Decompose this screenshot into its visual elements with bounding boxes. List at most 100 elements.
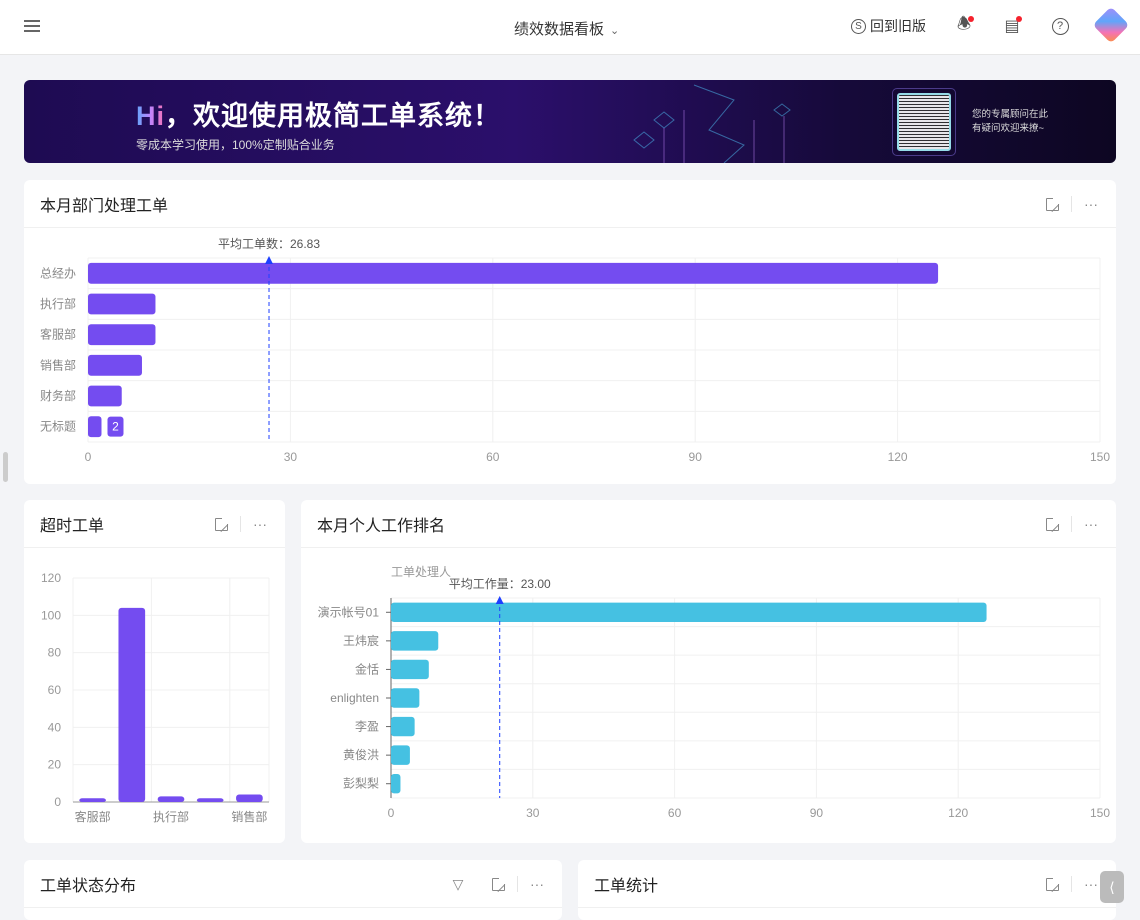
more-icon[interactable]: ··· [1084, 196, 1098, 212]
average-arrow [265, 256, 274, 264]
card-title: 工单统计 [594, 877, 659, 895]
x-tick-label: 0 [388, 806, 395, 820]
card-title: 工单状态分布 [40, 877, 137, 895]
x-tick-label: 60 [668, 806, 682, 820]
y-tick-label: 总经办 [40, 265, 76, 280]
notification-dot [968, 16, 974, 22]
x-tick-label: 150 [1090, 806, 1110, 820]
card-title: 本月部门处理工单 [40, 197, 169, 215]
more-icon[interactable]: ··· [1084, 516, 1098, 532]
bar [157, 796, 185, 802]
advisor-text: 您的专属顾问在此 有疑问欢迎来撩~ [972, 109, 1049, 134]
x-tick-label: 30 [284, 450, 298, 464]
x-tick-label: 90 [689, 450, 703, 464]
y-tick-label: 销售部 [40, 357, 76, 372]
x-tick-label: 30 [526, 806, 540, 820]
data-label: 2 [112, 420, 119, 434]
y-tick-label: 彭梨梨 [343, 777, 379, 791]
y-tick-label: enlighten [330, 691, 379, 705]
y-tick-label: 80 [48, 646, 62, 660]
y-tick-label: 演示帐号01 [318, 604, 380, 619]
y-tick-label: 金恬 [355, 661, 379, 676]
banner-subtitle: 零成本学习使用，100%定制贴合业务 [136, 138, 335, 152]
average-label: 平均工单数：26.83 [218, 236, 320, 251]
inbox-icon[interactable]: ▤ [1002, 16, 1022, 36]
y-tick-label: 李盈 [355, 719, 379, 734]
y-tick-label: 100 [41, 608, 61, 622]
y-tick-label: 0 [54, 795, 61, 809]
bar [88, 385, 122, 407]
collapse-panel-button[interactable]: ⟨ [1100, 871, 1124, 903]
x-tick-label: 60 [486, 450, 500, 464]
expand-icon[interactable] [1043, 875, 1061, 893]
x-tick-label: 120 [888, 450, 908, 464]
old-version-button[interactable]: S 回到旧版 [851, 16, 926, 36]
personal-ranking-card: 本月个人工作排名 ··· 0 30 60 90 120 150 演示帐号01 王炜宸 金恬 enl… [301, 500, 1116, 843]
more-icon[interactable]: ··· [253, 516, 267, 532]
bar [196, 798, 224, 802]
bar [391, 631, 439, 651]
x-tick-label: 执行部 [153, 809, 189, 824]
x-tick-label: 销售部 [231, 809, 267, 824]
expand-icon[interactable] [212, 515, 230, 533]
bar [88, 324, 156, 346]
bar [236, 794, 263, 802]
expand-icon[interactable] [489, 875, 507, 893]
bell-icon[interactable]: 🕭 [954, 16, 974, 36]
old-version-label: 回到旧版 [870, 18, 926, 34]
overdue-tickets-card: 超时工单 ··· 0 20 40 60 80 100 120 客服部 执行部 销售部 [24, 500, 285, 843]
expand-icon[interactable] [1043, 195, 1061, 213]
y-tick-label: 60 [48, 683, 62, 697]
app-logo[interactable] [1092, 6, 1130, 44]
card-title: 本月个人工作排名 [317, 517, 446, 535]
bar [391, 716, 415, 737]
bar [391, 688, 420, 708]
notification-dot [1016, 16, 1022, 22]
bar [88, 416, 102, 438]
bar [88, 262, 939, 284]
y-tick-label: 20 [48, 758, 62, 772]
more-icon[interactable]: ··· [530, 876, 544, 892]
bar [79, 798, 106, 802]
top-bar: 绩效数据看板 ⌄ S 回到旧版 🕭 ▤ ? [0, 0, 1140, 55]
page-title: 绩效数据看板 [514, 21, 605, 38]
bar [391, 602, 987, 622]
bar [391, 659, 429, 680]
x-tick-label: 客服部 [75, 809, 111, 824]
filter-icon[interactable]: ▽ [452, 875, 464, 892]
y-tick-label: 40 [48, 720, 62, 734]
y-tick-label: 无标题 [40, 420, 76, 434]
overdue-bar-chart: 0 20 40 60 80 100 120 客服部 执行部 销售部 [41, 571, 270, 824]
status-distribution-card: 工单状态分布 ▽ ··· [24, 860, 562, 920]
y-tick-label: 客服部 [40, 327, 76, 342]
expand-icon[interactable] [1043, 515, 1061, 533]
dept-tickets-card: 本月部门处理工单 ··· 0 30 60 90 120 150 总经办执行部客服部销售部财务… [24, 180, 1116, 484]
y-tick-label: 执行部 [40, 296, 76, 311]
banner-illustration [633, 84, 791, 163]
qr-code [892, 88, 956, 156]
y-tick-label: 财务部 [40, 388, 76, 403]
ticket-stats-card: 工单统计 ··· [578, 860, 1116, 920]
x-tick-label: 150 [1090, 450, 1110, 464]
average-label: 平均工作量：23.00 [449, 577, 551, 591]
x-tick-label: 0 [85, 450, 92, 464]
welcome-banner: Hi，欢迎使用极简工单系统！ 零成本学习使用，100%定制贴合业务 您的专属顾问… [24, 80, 1116, 163]
y-tick-label: 黄俊洪 [343, 747, 379, 762]
scrollbar[interactable] [3, 452, 8, 482]
x-tick-label: 120 [948, 806, 968, 820]
x-tick-label: 90 [810, 806, 824, 820]
bar [391, 774, 401, 794]
more-icon[interactable]: ··· [1084, 876, 1098, 892]
bar [118, 607, 146, 802]
help-icon[interactable]: ? [1050, 16, 1070, 36]
bar [391, 745, 410, 765]
y-tick-label: 120 [41, 571, 61, 585]
menu-icon[interactable] [24, 20, 40, 32]
dashboard-selector[interactable]: 绩效数据看板 ⌄ [514, 18, 619, 39]
bar [88, 293, 156, 315]
bar [88, 354, 142, 376]
switch-icon: S [851, 18, 866, 34]
data-label-bg [107, 416, 124, 437]
